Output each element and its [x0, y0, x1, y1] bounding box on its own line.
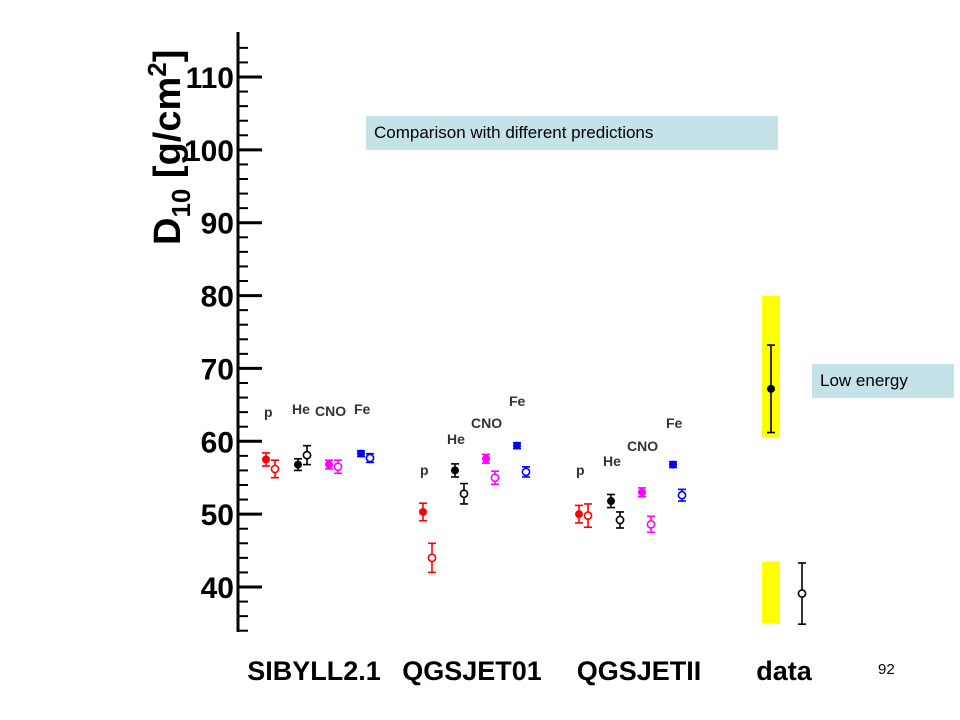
group-label: data	[756, 656, 813, 686]
low-energy-callout: Low energy	[812, 364, 954, 398]
open-marker	[365, 453, 375, 463]
y-axis-label-main: D	[147, 218, 189, 245]
open-marker	[333, 462, 343, 472]
component-label: He	[447, 431, 465, 447]
component-labels: p He CNO Fe p He CNO Fe p He CNO Fe	[264, 393, 683, 478]
data-band	[762, 561, 780, 624]
full-marker	[294, 460, 302, 469]
full-marker	[482, 454, 490, 463]
component-label: Fe	[509, 393, 526, 409]
full-marker	[669, 460, 677, 469]
full-marker	[607, 497, 615, 506]
group-label: SIBYLL2.1	[247, 656, 381, 686]
component-label: p	[576, 462, 585, 478]
y-tick-label: 80	[201, 281, 234, 314]
component-label: CNO	[315, 403, 346, 419]
y-tick-label: 70	[201, 353, 234, 386]
y-axis-label: D10 [g/cm2]	[142, 50, 196, 245]
full-marker	[262, 455, 270, 464]
open-marker	[521, 467, 531, 477]
y-axis-label-exp: 2	[142, 62, 172, 76]
y-tick-label: 40	[201, 572, 234, 605]
y-tick-label: 60	[201, 426, 234, 459]
open-marker	[459, 489, 469, 499]
y-tick-label: 50	[201, 499, 234, 532]
full-marker	[419, 507, 427, 516]
comparison-callout: Comparison with different predictions	[366, 116, 778, 150]
y-tick-label: 110	[186, 62, 234, 95]
component-label: CNO	[627, 438, 658, 454]
full-marker	[357, 449, 365, 458]
component-label: He	[603, 453, 621, 469]
component-label: He	[292, 401, 310, 417]
y-axis-label-sub: 10	[166, 189, 196, 218]
y-axis: 40 50 60 70 80 90 100 110	[184, 32, 262, 632]
full-marker	[575, 510, 583, 519]
open-marker	[427, 553, 437, 563]
component-label: Fe	[666, 415, 683, 431]
page-number: 92	[878, 661, 895, 678]
open-marker	[302, 450, 312, 460]
open-marker	[490, 473, 500, 483]
y-tick-label: 90	[201, 208, 234, 241]
group-labels: SIBYLL2.1 QGSJET01 QGSJETII data	[247, 656, 813, 686]
group-label: QGSJET01	[402, 656, 542, 686]
group-label: QGSJETII	[577, 656, 702, 686]
component-label: p	[264, 404, 273, 420]
svg-text:D10 [g/cm2]: D10 [g/cm2]	[142, 50, 196, 245]
full-marker	[451, 466, 459, 475]
y-tick-label: 100	[184, 135, 234, 168]
full-marker	[767, 384, 775, 393]
component-label: CNO	[471, 415, 502, 431]
data-points	[262, 344, 807, 625]
full-marker	[325, 460, 333, 469]
full-marker	[513, 441, 521, 450]
component-label: Fe	[354, 401, 371, 417]
open-marker	[797, 589, 807, 598]
y-axis-label-unit: [g/cm	[147, 77, 189, 189]
open-marker	[615, 515, 625, 525]
y-axis-label-close: ]	[147, 50, 189, 63]
open-marker	[646, 519, 656, 529]
full-marker	[638, 488, 646, 497]
open-marker	[270, 464, 280, 474]
open-marker	[677, 490, 687, 500]
component-label: p	[420, 462, 429, 478]
open-marker	[583, 511, 593, 520]
